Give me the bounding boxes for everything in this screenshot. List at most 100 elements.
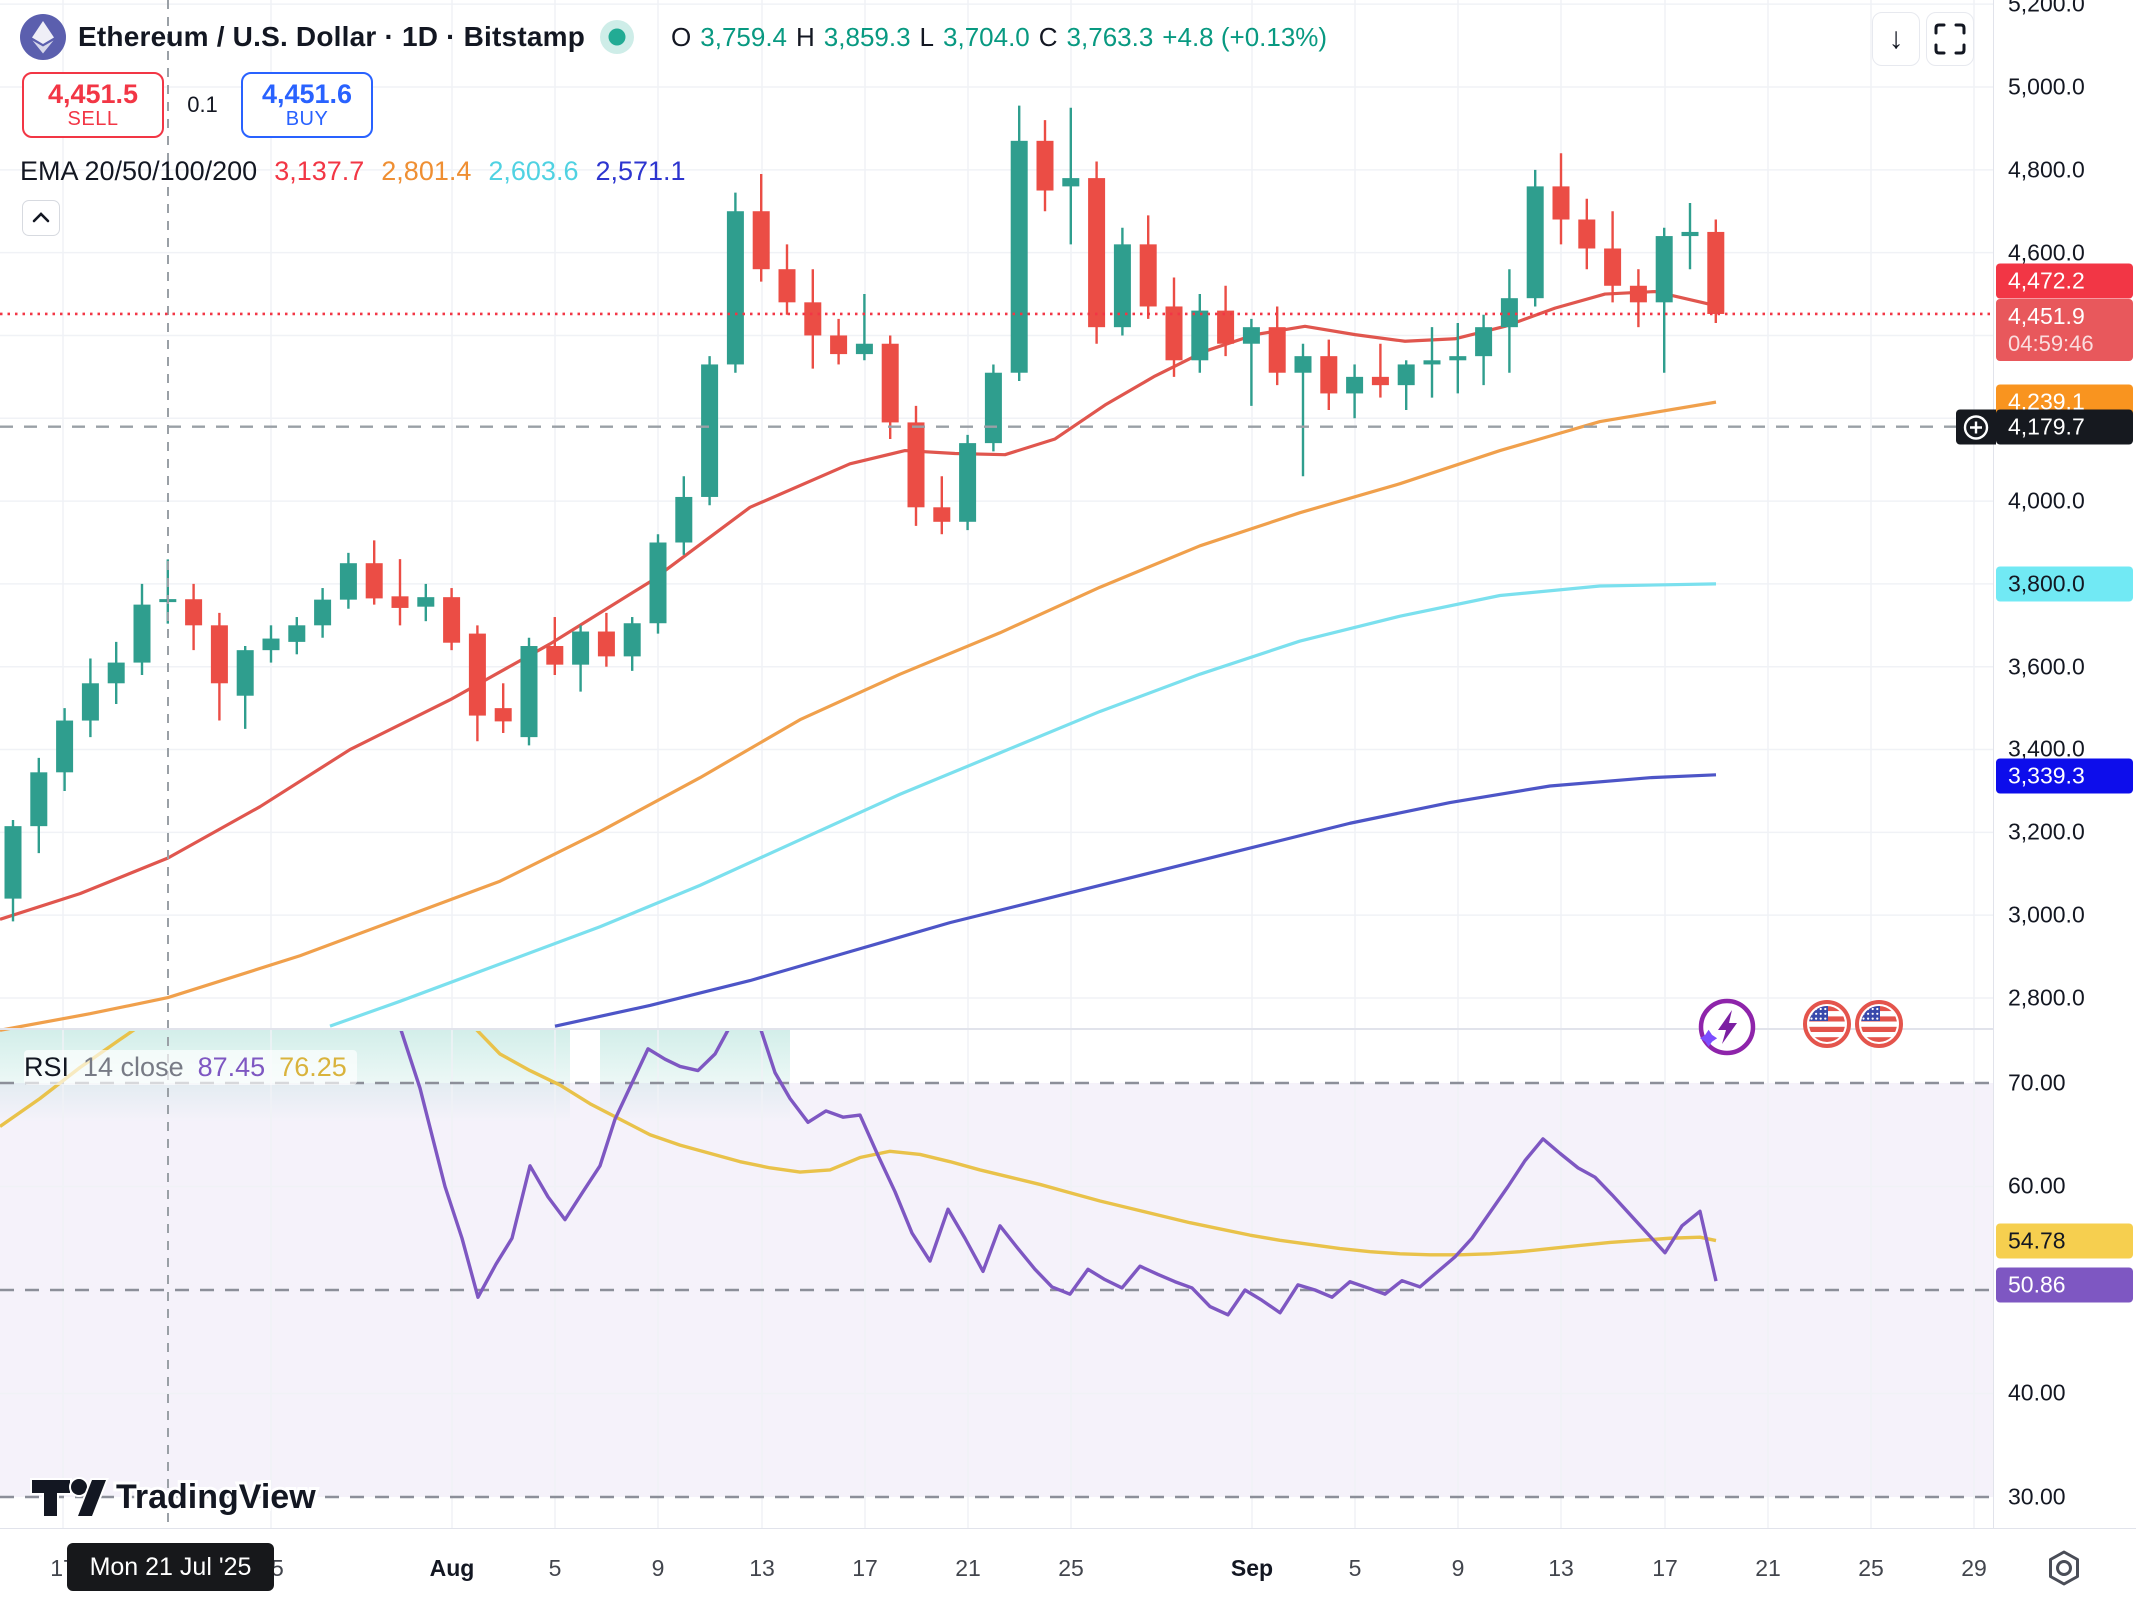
ema100-legend-value: 2,603.6 xyxy=(488,156,579,186)
ai-lightning-icon[interactable] xyxy=(1698,998,1756,1056)
candle-body xyxy=(1139,244,1157,307)
rsi-ma-value: 76.25 xyxy=(279,1052,347,1082)
candle-body xyxy=(1294,356,1312,373)
rsi-tick: 70.00 xyxy=(2008,1069,2066,1096)
scroll-to-recent-button[interactable]: ↓ xyxy=(1872,12,1920,66)
time-tick: 29 xyxy=(1961,1555,1987,1581)
candle-body xyxy=(1268,327,1286,373)
buy-label: BUY xyxy=(285,107,329,130)
candle-body xyxy=(830,335,848,355)
tradingview-logo-text: TradingView xyxy=(116,1478,316,1516)
buy-button[interactable]: 4,451.6 BUY xyxy=(241,72,373,138)
candle-body xyxy=(597,631,615,657)
market-open-dot-icon[interactable] xyxy=(597,17,637,57)
ohlc-open-value: 3,759.4 xyxy=(700,21,788,52)
rsi-tick: 40.00 xyxy=(2008,1379,2066,1406)
tradingview-logo-mark xyxy=(30,1477,109,1518)
candle-body xyxy=(1062,178,1080,187)
candle-body xyxy=(572,631,590,665)
candle-body xyxy=(107,662,125,684)
candle-body xyxy=(1217,310,1235,344)
candle-body xyxy=(1165,306,1183,361)
ema-legend-values: 3,137.7 2,801.4 2,603.6 2,571.1 xyxy=(274,156,685,187)
ohlc-legend: O 3,759.4 H 3,859.3 L 3,704.0 C 3,763.3 +4.8… xyxy=(671,22,1327,53)
fullscreen-icon xyxy=(1934,23,1966,55)
rsi-value: 87.45 xyxy=(197,1052,266,1082)
countdown-timer: 04:59:46 xyxy=(2008,331,2094,356)
price-tick: 3,600.0 xyxy=(2008,653,2085,680)
candle-body xyxy=(959,443,977,522)
us-flag-event-icon[interactable] xyxy=(1803,1000,1851,1048)
time-tick: 13 xyxy=(749,1555,775,1581)
crosshair-date-tooltip: Mon 21 Jul '25 xyxy=(67,1543,274,1591)
fullscreen-button[interactable] xyxy=(1926,12,1974,66)
candle-body xyxy=(1578,219,1596,249)
price-tick: 4,800.0 xyxy=(2008,156,2085,183)
ema100-line xyxy=(329,582,1717,1028)
price-tick: 4,600.0 xyxy=(2008,239,2085,266)
rsi-tick: 30.00 xyxy=(2008,1483,2066,1510)
candle-body xyxy=(133,604,151,663)
candle-body xyxy=(314,599,332,626)
candle-body xyxy=(752,211,770,270)
time-tick: 25 xyxy=(1858,1555,1884,1581)
candle-body xyxy=(1113,244,1131,328)
candle-body xyxy=(907,422,925,508)
candle-body xyxy=(30,772,48,827)
price-tick: 3,000.0 xyxy=(2008,901,2085,928)
price-tick: 2,800.0 xyxy=(2008,984,2085,1011)
gear-icon xyxy=(2049,1550,2079,1586)
plus-circle-icon[interactable] xyxy=(1956,409,1996,445)
chevron-up-icon xyxy=(32,212,50,223)
ohlc-high-label: H xyxy=(796,21,815,52)
rsi-line xyxy=(399,1031,1718,1317)
candle-body xyxy=(1423,360,1441,365)
ohlc-low-label: L xyxy=(919,21,935,52)
price-tick: 4,000.0 xyxy=(2008,487,2085,514)
sell-price: 4,451.5 xyxy=(47,79,139,110)
time-tick: 21 xyxy=(1755,1555,1781,1581)
candle-body xyxy=(1191,310,1209,361)
time-tick: 9 xyxy=(651,1555,665,1581)
ema200-line xyxy=(554,773,1717,1028)
candle-body xyxy=(391,596,409,608)
collapse-pane-button[interactable] xyxy=(22,200,60,236)
candle-body xyxy=(1449,356,1467,361)
candle-body xyxy=(701,364,719,497)
us-flag-event-icon[interactable] xyxy=(1855,1000,1903,1048)
candle-body xyxy=(262,638,280,651)
ethereum-logo-icon[interactable] xyxy=(20,14,66,60)
rsi-legend[interactable]: RSI 14 close 87.45 76.25 xyxy=(24,1050,357,1085)
ema-legend-label: EMA 20/50/100/200 xyxy=(20,156,258,186)
time-tick: 13 xyxy=(1548,1555,1574,1581)
candle-body xyxy=(675,496,693,543)
candle-body xyxy=(855,343,873,355)
time-tick-month: Sep xyxy=(1230,1555,1274,1581)
ema50-line xyxy=(0,400,1717,1032)
candle-body xyxy=(1397,364,1415,386)
sell-label: SELL xyxy=(67,107,119,130)
ohlc-change: +4.8 (+0.13%) xyxy=(1162,21,1328,52)
candle-body xyxy=(1552,186,1570,220)
ema50-legend-value: 2,801.4 xyxy=(381,156,472,186)
time-axis-settings-button[interactable] xyxy=(2042,1547,2086,1596)
candle-body xyxy=(236,650,254,696)
ohlc-close-label: C xyxy=(1038,21,1058,52)
candle-body xyxy=(339,563,357,600)
ema200-legend-value: 2,571.1 xyxy=(595,156,686,186)
symbol-header: Ethereum / U.S. Dollar · 1D · Bitstamp O… xyxy=(20,14,1327,60)
rsi-title: RSI xyxy=(24,1052,70,1082)
candle-body xyxy=(933,507,951,522)
candle-body xyxy=(288,625,306,642)
symbol-title[interactable]: Ethereum / U.S. Dollar · 1D · Bitstamp xyxy=(78,21,586,52)
candle-body xyxy=(520,646,538,738)
tradingview-logo[interactable]: TradingView xyxy=(30,1474,360,1525)
current-price-countdown-badge: 4,451.9 04:59:46 xyxy=(1996,299,2133,361)
sell-button[interactable]: 4,451.5 SELL xyxy=(22,72,164,138)
ema-legend[interactable]: EMA 20/50/100/200 3,137.7 2,801.4 2,603.6 2… xyxy=(20,156,686,187)
candle-body xyxy=(1371,376,1389,386)
price-axis[interactable]: 5,200.0 5,000.0 4,800.0 4,600.0 4,000.0 3,600… xyxy=(1956,0,2136,1528)
ohlc-high-value: 3,859.3 xyxy=(823,21,911,52)
time-axis[interactable]: 1725Aug5913172125Sep591317212529 Mon 21 … xyxy=(0,1528,2136,1610)
